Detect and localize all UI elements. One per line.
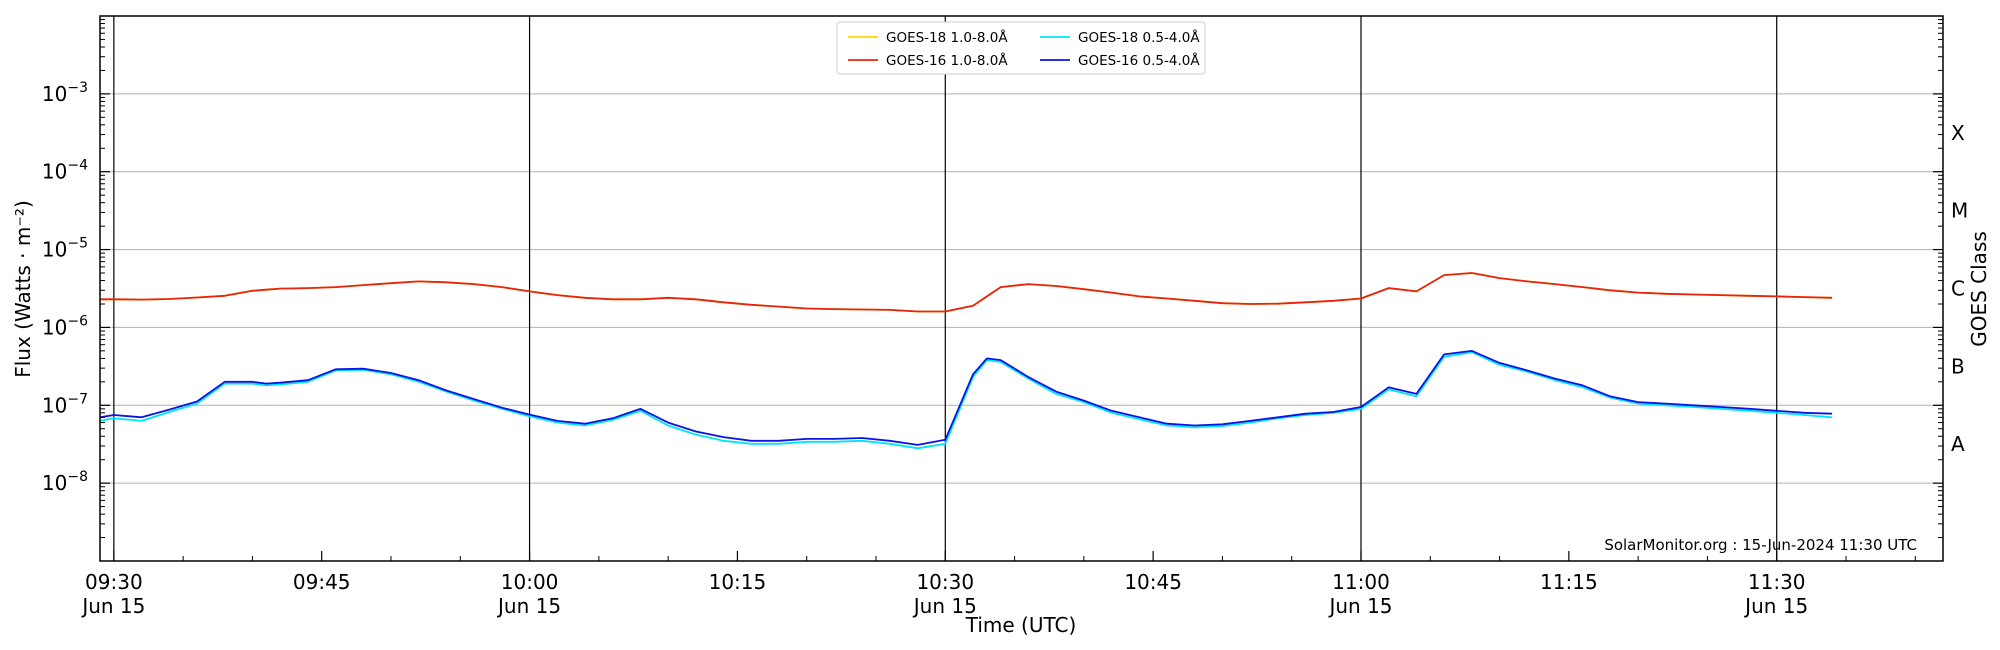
goes-class-label-B: B [1951, 354, 1965, 378]
legend: GOES-18 1.0-8.0Å GOES-16 1.0-8.0Å GOES-18 … [836, 21, 1206, 75]
solarmonitor-watermark: SolarMonitor.org : 15-Jun-2024 11:30 UTC [1604, 536, 1917, 554]
y-tick-label: 10−3 [42, 80, 88, 106]
series-lines [99, 272, 1833, 450]
x-tick-date-label: Jun 15 [1327, 594, 1392, 618]
x-tick-label: 11:30 [1748, 570, 1806, 594]
x-tick-date-label: Jun 15 [496, 594, 561, 618]
y-tick-label: 10−4 [42, 158, 88, 184]
x-tick-label: 09:45 [293, 570, 351, 594]
plot-frame [99, 15, 1944, 562]
x-axis-title: Time (UTC) [965, 613, 1077, 637]
x-tick-label: 11:15 [1540, 570, 1598, 594]
x-tick-date-label: Jun 15 [1743, 594, 1808, 618]
y-tick-label: 10−7 [42, 391, 88, 417]
goes-class-label-X: X [1951, 121, 1965, 145]
legend-label: GOES-16 1.0-8.0Å [886, 52, 1008, 69]
y-axis-title: Flux (Watts · m⁻²) [11, 200, 35, 378]
y-tick-labels: 10−8 10−7 10−6 10−5 10−4 10−3 [42, 80, 88, 495]
x-tick-label: 10:00 [501, 570, 559, 594]
horizontal-gridlines [100, 93, 1943, 484]
goes-class-label-M: M [1951, 199, 1968, 223]
x-tick-label: 10:30 [916, 570, 974, 594]
x-tick-label: 09:30 [85, 570, 143, 594]
goes-class-labels: A B C M X [1951, 121, 1968, 456]
y-tick-label: 10−5 [42, 236, 88, 262]
goes-class-label-C: C [1951, 277, 1965, 301]
series-line-3 [99, 351, 1833, 450]
x-tick-label: 10:15 [709, 570, 767, 594]
x-tick-label: 10:45 [1124, 570, 1182, 594]
x-tick-date-label: Jun 15 [80, 594, 145, 618]
goes-class-label-A: A [1951, 432, 1965, 456]
series-line-4 [99, 349, 1833, 446]
y-tick-label: 10−6 [42, 313, 88, 339]
series-line-2 [100, 272, 1833, 313]
day-boundary-lines [113, 16, 1778, 561]
goes-class-axis-title: GOES Class [1967, 231, 1991, 347]
legend-box [836, 21, 1206, 75]
legend-label: GOES-16 0.5-4.0Å [1078, 52, 1200, 69]
y-tick-label: 10−8 [42, 469, 88, 495]
legend-label: GOES-18 0.5-4.0Å [1078, 29, 1200, 46]
legend-label: GOES-18 1.0-8.0Å [886, 29, 1008, 46]
x-tick-date-label: Jun 15 [912, 594, 977, 618]
series-line-1 [100, 272, 1833, 313]
x-tick-label: 11:00 [1332, 570, 1390, 594]
axis-ticks [100, 19, 1943, 561]
